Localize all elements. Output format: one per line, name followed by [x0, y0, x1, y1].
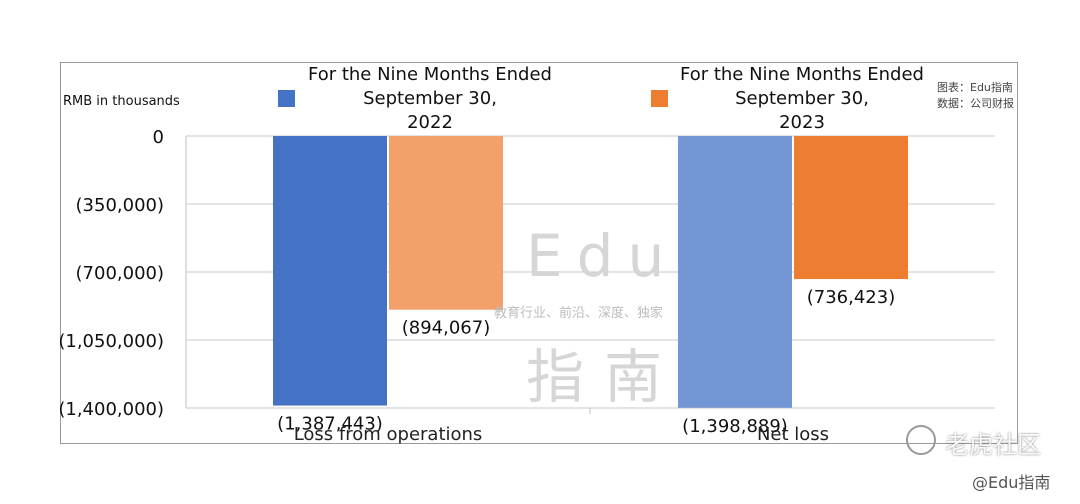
- category-label-1: Net loss: [757, 424, 829, 445]
- watermark-zhinan: 指南: [526, 343, 683, 411]
- y-tick-label-2: (700,000): [76, 263, 164, 284]
- author-handle: @Edu指南: [972, 473, 1051, 492]
- source-line-1: 图表：Edu指南: [937, 81, 1013, 94]
- legend-label-2023: For the Nine Months Ended September 30, 20…: [679, 64, 924, 133]
- tiger-logo-icon: [906, 425, 936, 455]
- y-tick-label-0: 0: [153, 127, 164, 148]
- y-axis-unit-label: RMB in thousands: [63, 94, 180, 109]
- watermark-tagline: 教育行业、前沿、深度、独家: [494, 306, 664, 321]
- bar-2022-loss-from-operations: [273, 136, 387, 406]
- platform-name: 老虎社区: [945, 431, 1041, 459]
- data-label-2023-0: (894,067): [402, 318, 490, 339]
- bar-2022-net-loss: [678, 136, 792, 408]
- chart-frame: [60, 62, 1018, 444]
- data-label-2022-1: (1,398,889): [682, 416, 788, 437]
- data-label-2023-1: (736,423): [807, 287, 895, 308]
- y-tick-label-3: (1,050,000): [58, 331, 164, 352]
- watermark-edu: Edu: [526, 222, 679, 290]
- legend-swatch-2023: [651, 90, 668, 107]
- bar-2023-loss-from-operations: [389, 136, 503, 310]
- legend-swatch-2022: [278, 90, 295, 107]
- y-tick-label-1: (350,000): [76, 195, 164, 216]
- y-tick-label-4: (1,400,000): [58, 399, 164, 420]
- category-label-0: Loss from operations: [294, 424, 483, 445]
- source-line-2: 数据：公司财报: [937, 97, 1014, 110]
- bar-2023-net-loss: [794, 136, 908, 280]
- chart-source-note: 图表：Edu指南 数据：公司财报: [937, 80, 1014, 112]
- data-label-2022-0: (1,387,443): [277, 414, 383, 435]
- legend-label-2022: For the Nine Months Ended September 30, 20…: [307, 64, 552, 133]
